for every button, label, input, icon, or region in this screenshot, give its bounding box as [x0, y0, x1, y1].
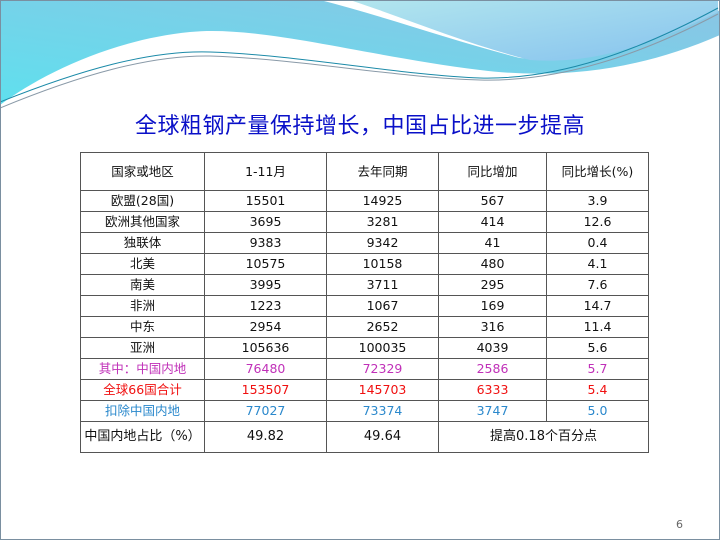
- table-cell: 0.4: [546, 232, 649, 254]
- table-row: 南美 3995 3711 295 7.6: [80, 274, 649, 296]
- header-cell: 国家或地区: [80, 152, 205, 191]
- table-cell: 北美: [80, 253, 205, 275]
- table-cell: 5.7: [546, 358, 649, 380]
- footer-cell: 49.64: [326, 421, 439, 453]
- table-cell: 295: [438, 274, 547, 296]
- table-cell: 10575: [204, 253, 327, 275]
- table-cell: 2652: [326, 316, 439, 338]
- table-cell: 欧盟(28国): [80, 190, 205, 212]
- table-cell: 414: [438, 211, 547, 233]
- table-row: 全球66国合计 153507 145703 6333 5.4: [80, 379, 649, 401]
- table-cell: 76480: [204, 358, 327, 380]
- table-cell: 9383: [204, 232, 327, 254]
- table-row: 独联体 9383 9342 41 0.4: [80, 232, 649, 254]
- steel-production-table: 国家或地区 1-11月 去年同期 同比增加 同比增长(%) 欧盟(28国) 155…: [80, 152, 649, 453]
- table-cell: 316: [438, 316, 547, 338]
- table-cell: 3995: [204, 274, 327, 296]
- table-cell: 12.6: [546, 211, 649, 233]
- table-row: 北美 10575 10158 480 4.1: [80, 253, 649, 275]
- footer-cell: 中国内地占比（%）: [80, 421, 205, 453]
- table-cell: 1067: [326, 295, 439, 317]
- table-cell: 2586: [438, 358, 547, 380]
- table-cell: 7.6: [546, 274, 649, 296]
- footer-cell: 提高0.18个百分点: [438, 421, 649, 453]
- table-cell: 南美: [80, 274, 205, 296]
- table-cell: 3.9: [546, 190, 649, 212]
- table-cell: 5.0: [546, 400, 649, 422]
- table-cell: 3747: [438, 400, 547, 422]
- table-cell: 独联体: [80, 232, 205, 254]
- table-cell: 5.6: [546, 337, 649, 359]
- table-cell: 全球66国合计: [80, 379, 205, 401]
- table-cell: 3711: [326, 274, 439, 296]
- table-cell: 14925: [326, 190, 439, 212]
- table-row: 其中：中国内地 76480 72329 2586 5.7: [80, 358, 649, 380]
- table-cell: 480: [438, 253, 547, 275]
- table-cell: 11.4: [546, 316, 649, 338]
- table-cell: 10158: [326, 253, 439, 275]
- table-cell: 77027: [204, 400, 327, 422]
- table-cell: 3695: [204, 211, 327, 233]
- table-cell: 145703: [326, 379, 439, 401]
- table-cell: 4.1: [546, 253, 649, 275]
- table-row: 欧盟(28国) 15501 14925 567 3.9: [80, 190, 649, 212]
- table-cell: 169: [438, 295, 547, 317]
- page-number: 6: [676, 518, 683, 531]
- table-row: 欧洲其他国家 3695 3281 414 12.6: [80, 211, 649, 233]
- table-cell: 中东: [80, 316, 205, 338]
- table-cell: 100035: [326, 337, 439, 359]
- table-cell: 4039: [438, 337, 547, 359]
- table-row: 亚洲 105636 100035 4039 5.6: [80, 337, 649, 359]
- header-cell: 1-11月: [204, 152, 327, 191]
- table-cell: 6333: [438, 379, 547, 401]
- table-row: 非洲 1223 1067 169 14.7: [80, 295, 649, 317]
- table-cell: 15501: [204, 190, 327, 212]
- table-row: 扣除中国内地 77027 73374 3747 5.0: [80, 400, 649, 422]
- table-cell: 非洲: [80, 295, 205, 317]
- table-cell: 73374: [326, 400, 439, 422]
- header-cell: 去年同期: [326, 152, 439, 191]
- table-cell: 欧洲其他国家: [80, 211, 205, 233]
- table-cell: 567: [438, 190, 547, 212]
- table-footer-row: 中国内地占比（%） 49.82 49.64 提高0.18个百分点: [80, 421, 649, 453]
- slide-title: 全球粗钢产量保持增长，中国占比进一步提高: [134, 114, 585, 139]
- table-cell: 5.4: [546, 379, 649, 401]
- table-cell: 41: [438, 232, 547, 254]
- table-cell: 72329: [326, 358, 439, 380]
- table-cell: 9342: [326, 232, 439, 254]
- header-cell: 同比增长(%): [546, 152, 649, 191]
- table-cell: 153507: [204, 379, 327, 401]
- table-row: 中东 2954 2652 316 11.4: [80, 316, 649, 338]
- header-cell: 同比增加: [438, 152, 547, 191]
- table-cell: 105636: [204, 337, 327, 359]
- table-cell: 1223: [204, 295, 327, 317]
- table-cell: 3281: [326, 211, 439, 233]
- table-header-row: 国家或地区 1-11月 去年同期 同比增加 同比增长(%): [80, 152, 649, 191]
- table-cell: 2954: [204, 316, 327, 338]
- table-cell: 14.7: [546, 295, 649, 317]
- table-cell: 亚洲: [80, 337, 205, 359]
- table-cell: 其中：中国内地: [80, 358, 205, 380]
- footer-cell: 49.82: [204, 421, 327, 453]
- table-cell: 扣除中国内地: [80, 400, 205, 422]
